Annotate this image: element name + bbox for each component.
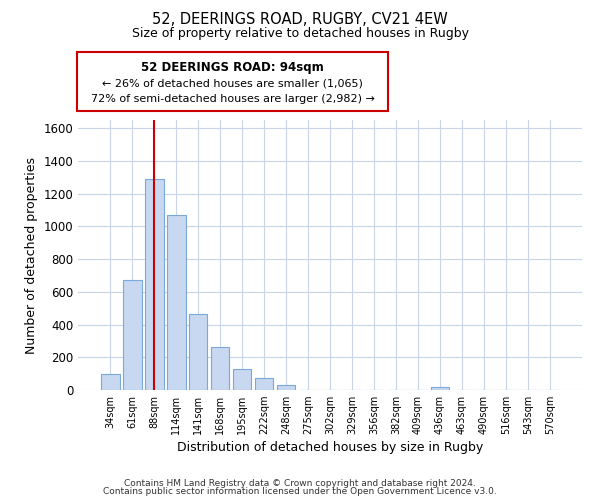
- Bar: [277, 385, 295, 390]
- Bar: [431, 386, 449, 390]
- Text: Size of property relative to detached houses in Rugby: Size of property relative to detached ho…: [131, 28, 469, 40]
- Text: 72% of semi-detached houses are larger (2,982) →: 72% of semi-detached houses are larger (…: [91, 94, 374, 104]
- Bar: [123, 280, 142, 390]
- Text: Contains HM Land Registry data © Crown copyright and database right 2024.: Contains HM Land Registry data © Crown c…: [124, 478, 476, 488]
- Y-axis label: Number of detached properties: Number of detached properties: [25, 156, 38, 354]
- Bar: [167, 215, 185, 390]
- Bar: [233, 368, 251, 390]
- Bar: [255, 378, 274, 390]
- Text: 52 DEERINGS ROAD: 94sqm: 52 DEERINGS ROAD: 94sqm: [141, 62, 324, 74]
- Bar: [189, 314, 208, 390]
- Text: ← 26% of detached houses are smaller (1,065): ← 26% of detached houses are smaller (1,…: [102, 78, 363, 88]
- Bar: [211, 346, 229, 390]
- Bar: [101, 374, 119, 390]
- Text: Contains public sector information licensed under the Open Government Licence v3: Contains public sector information licen…: [103, 487, 497, 496]
- X-axis label: Distribution of detached houses by size in Rugby: Distribution of detached houses by size …: [177, 442, 483, 454]
- Text: 52, DEERINGS ROAD, RUGBY, CV21 4EW: 52, DEERINGS ROAD, RUGBY, CV21 4EW: [152, 12, 448, 28]
- Bar: [145, 179, 164, 390]
